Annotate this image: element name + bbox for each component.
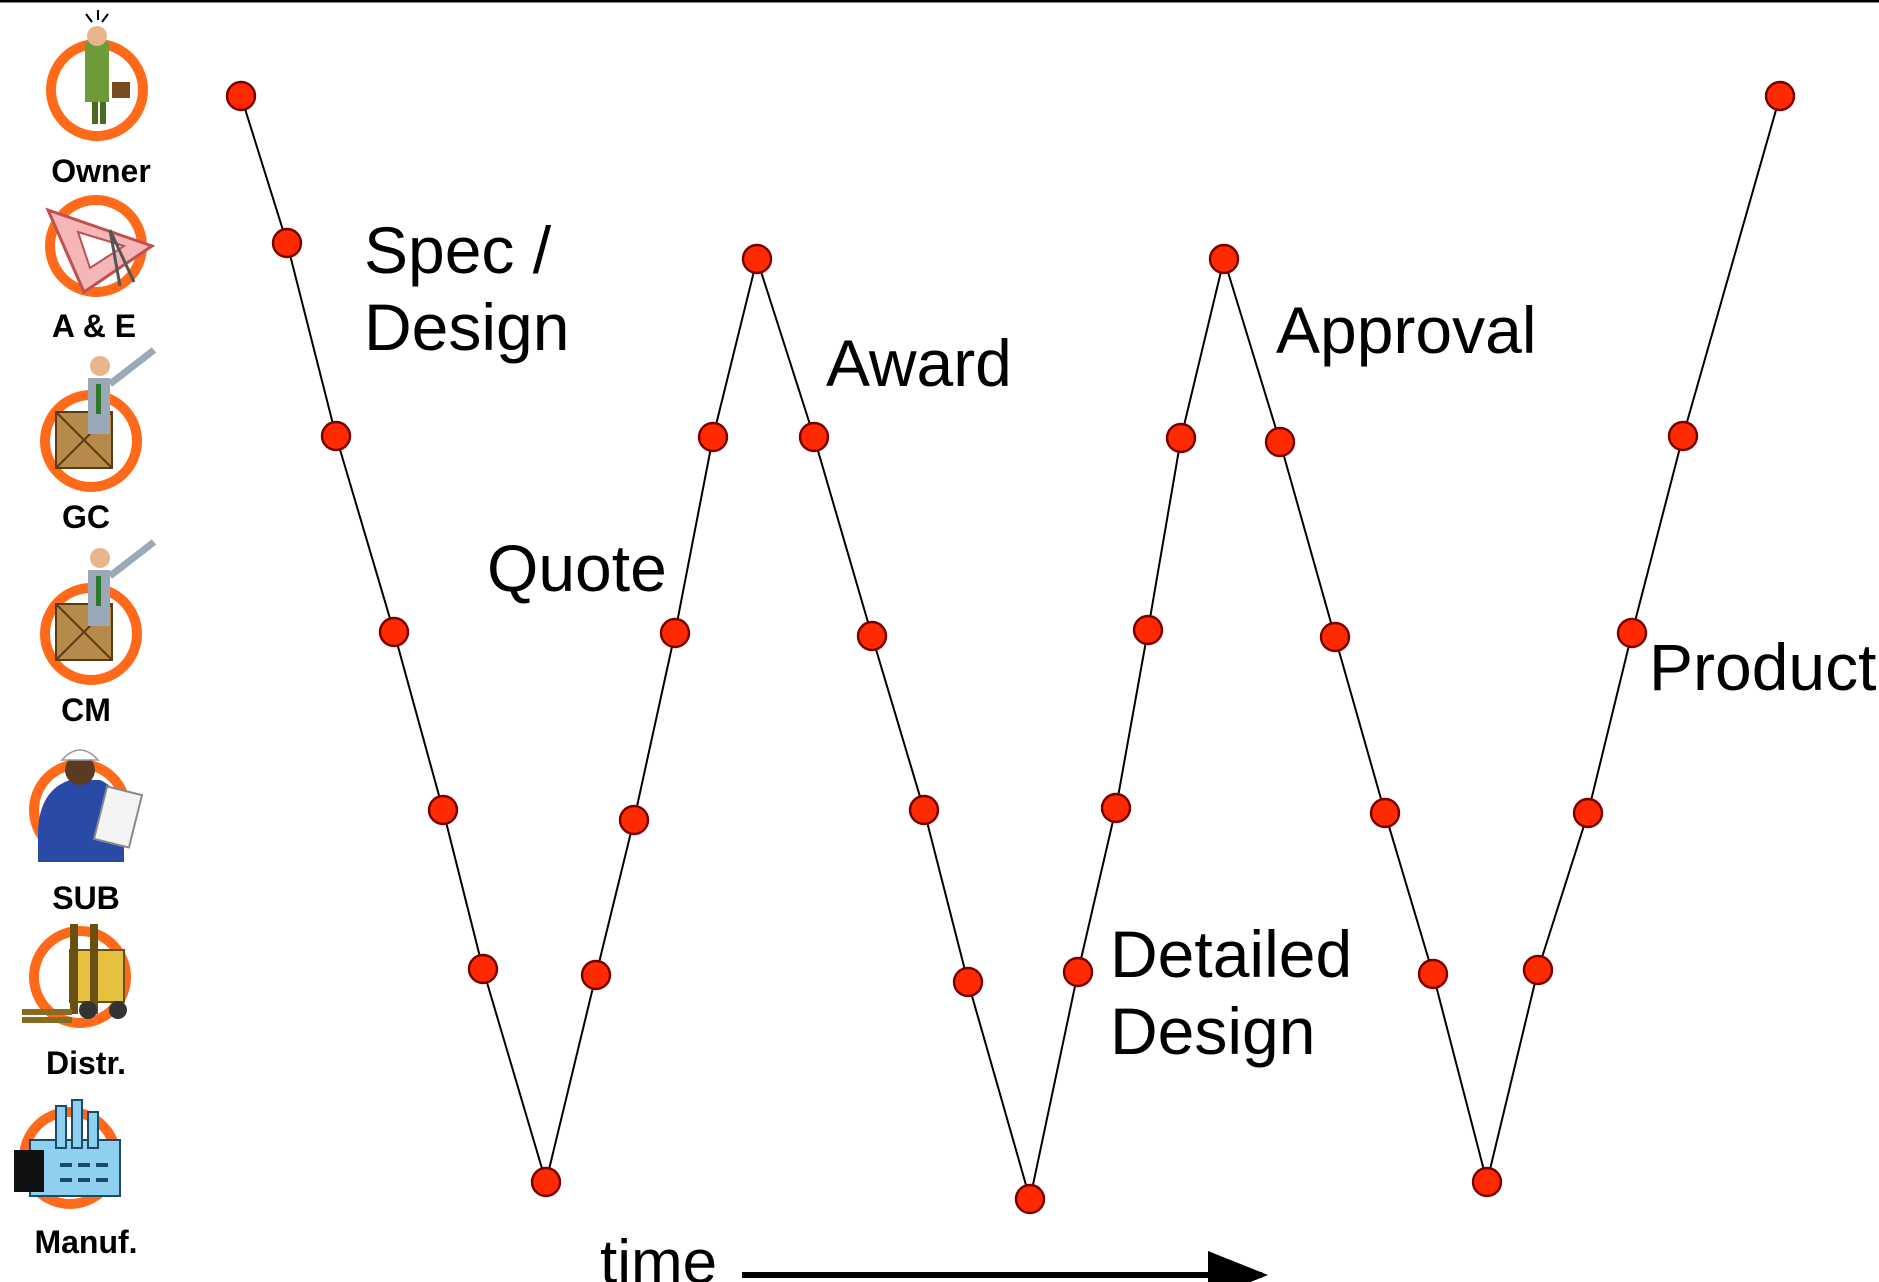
role-label-sub: SUB — [52, 880, 120, 916]
node-gc-3 — [798, 421, 830, 453]
contractor-crate-icon — [40, 347, 157, 492]
phase-label-detailed-line1: Detailed — [1110, 917, 1352, 991]
role-label-manuf: Manuf. — [34, 1224, 137, 1260]
phase-label-award: Award — [826, 326, 1012, 400]
node-ae-1 — [271, 227, 303, 259]
phase-label-approval: Approval — [1276, 293, 1537, 367]
node-manuf-1 — [530, 1166, 562, 1198]
node-gc-5 — [1264, 426, 1296, 458]
node-cm-2 — [659, 617, 691, 649]
process-line — [240, 95, 1781, 1200]
node-distr-2 — [580, 959, 612, 991]
factory-icon — [14, 1099, 121, 1209]
role-label-cm: CM — [61, 692, 111, 728]
node-cm-1 — [378, 616, 410, 648]
businessman-icon — [46, 10, 148, 141]
node-sub-2 — [618, 804, 650, 836]
node-sub-4 — [1100, 792, 1132, 824]
node-gc-1 — [320, 420, 352, 452]
phase-labels: Spec / Design Quote Award Detailed Desig… — [364, 213, 1876, 1068]
node-cm-4 — [1132, 614, 1164, 646]
time-label: time — [600, 1228, 717, 1282]
phase-label-spec-line2: Design — [364, 290, 569, 364]
node-owner-2 — [1764, 80, 1796, 112]
node-manuf-2 — [1014, 1183, 1046, 1215]
node-distr-6 — [1522, 954, 1554, 986]
phase-label-spec-line1: Spec / — [364, 213, 552, 287]
node-sub-3 — [908, 794, 940, 826]
node-gc-6 — [1667, 420, 1699, 452]
construction-worker-icon — [29, 749, 144, 862]
role-label-distr: Distr. — [46, 1045, 126, 1081]
phase-label-quote: Quote — [487, 531, 667, 605]
node-sub-1 — [427, 794, 459, 826]
role-label-ae: A & E — [52, 308, 136, 344]
role-label-owner: Owner — [51, 153, 151, 189]
node-cm-6 — [1616, 617, 1648, 649]
forklift-icon — [22, 924, 131, 1028]
process-path — [225, 80, 1796, 1215]
phase-label-product: Product — [1649, 630, 1876, 704]
node-cm-5 — [1319, 621, 1351, 653]
node-distr-4 — [1062, 956, 1094, 988]
node-sub-5 — [1369, 797, 1401, 829]
time-axis: time — [600, 1228, 1268, 1282]
role-label-gc: GC — [62, 499, 110, 535]
node-distr-3 — [952, 966, 984, 998]
node-ae-3 — [1208, 243, 1240, 275]
drafting-triangle-icon — [45, 195, 156, 297]
node-distr-5 — [1417, 958, 1449, 990]
node-owner-1 — [225, 80, 257, 112]
node-cm-3 — [856, 620, 888, 652]
node-manuf-3 — [1471, 1166, 1503, 1198]
node-ae-2 — [741, 243, 773, 275]
node-sub-6 — [1572, 797, 1604, 829]
role-column: Owner A & E GC — [14, 10, 157, 1260]
contractor-crate-icon — [40, 539, 157, 685]
node-gc-4 — [1165, 422, 1197, 454]
node-gc-2 — [697, 421, 729, 453]
node-distr-1 — [467, 953, 499, 985]
phase-label-detailed-line2: Design — [1110, 994, 1315, 1068]
